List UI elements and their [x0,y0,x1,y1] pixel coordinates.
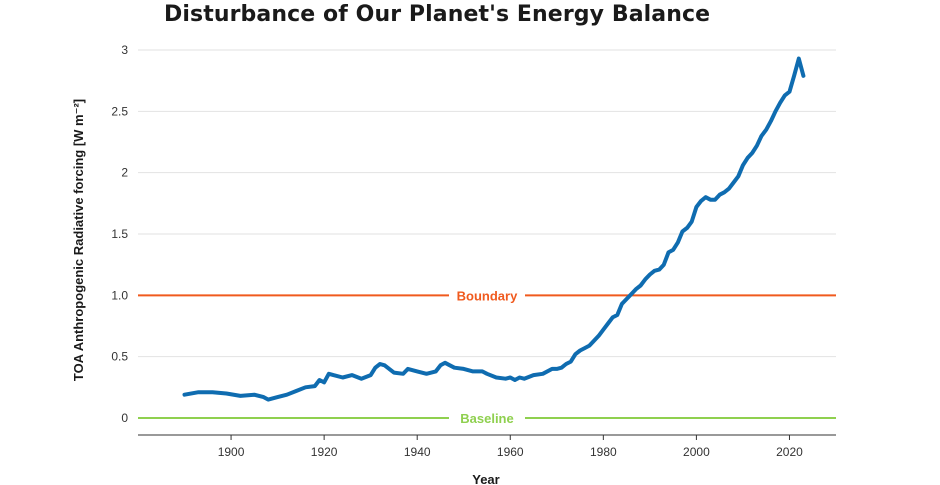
reference-label-boundary: Boundary [457,288,518,303]
x-tick-label: 1900 [218,445,245,459]
y-tick-label: 1.0 [111,288,128,302]
y-tick-label: 0 [121,411,128,425]
x-tick-label: 1940 [404,445,431,459]
axes: 0 0.5 1.0 1.5 2 2.5 3 1900 1920 1940 1960 1980 2000 2… [111,43,836,459]
y-tick-label: 1.5 [111,227,128,241]
y-axis-label: TOA Anthropogenic Radiative forcing [W m… [71,99,86,381]
series-layer [182,56,806,402]
chart-title: Disturbance of Our Planet's Energy Balan… [164,2,711,27]
x-tick-label: 1980 [590,445,617,459]
grid-lines [138,49,836,358]
x-axis-label: Year [472,472,499,485]
x-tick-label: 1960 [497,445,524,459]
y-tick-label: 2.5 [111,104,128,118]
x-tick-label: 2000 [683,445,710,459]
reference-label-baseline: Baseline [460,411,513,426]
y-tick-label: 3 [121,43,128,57]
reference-lines: Boundary Baseline [138,288,836,426]
y-tick-label: 2 [121,166,128,180]
forcing-series-line [182,56,806,402]
y-tick-label: 0.5 [111,350,128,364]
x-tick-label: 2020 [776,445,803,459]
x-tick-label: 1920 [311,445,338,459]
